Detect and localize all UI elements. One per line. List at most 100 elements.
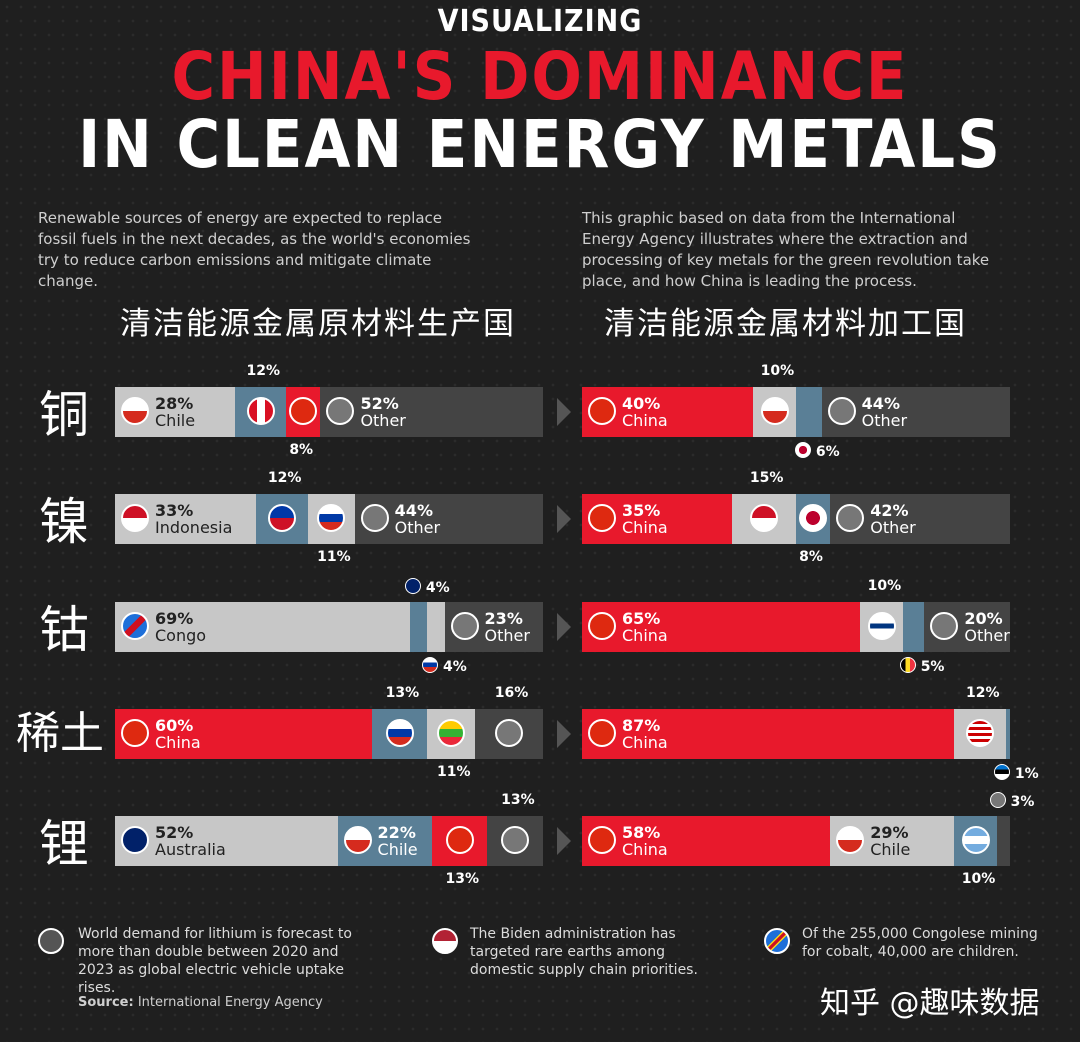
value-text: 10%	[760, 363, 795, 379]
chile-flag	[836, 826, 865, 854]
footer-note-rare-earths: The Biden administration has targeted ra…	[470, 926, 698, 978]
segment-label: 22% Chile	[378, 824, 418, 858]
intro-right: This graphic based on data from the Inte…	[582, 209, 990, 290]
segment-value: 22%	[377, 823, 416, 842]
row-arrow-icon	[557, 398, 571, 426]
footer-note-lithium: World demand for lithium is forecast to …	[78, 926, 352, 996]
stacked-bar: 52% Australia 22% Chile	[115, 816, 543, 866]
segment-value: 69%	[155, 609, 194, 628]
stacked-bar: 33% Indonesia 44% Other	[115, 494, 543, 544]
stacked-bar: 65% China 20% Other	[582, 602, 1010, 652]
globe-icon	[836, 504, 865, 532]
segment-value-label: 4%	[404, 578, 450, 596]
segment-label: 42% Other	[870, 502, 915, 536]
segment-name: Other	[964, 626, 1010, 645]
segment-value-label: 11%	[437, 764, 471, 780]
finland-flag	[867, 612, 896, 640]
segment-label: 35% China	[622, 502, 668, 536]
value-text: 10%	[867, 578, 902, 594]
china-flag	[445, 826, 474, 854]
congo-flag-icon	[764, 928, 790, 954]
value-text: 12%	[267, 470, 302, 486]
segment-value: 44%	[394, 501, 433, 520]
row-arrow-icon	[557, 505, 571, 533]
malaysia-flag	[966, 719, 995, 747]
stacked-bar: 87% China	[582, 709, 1010, 759]
segment-label: 40% China	[622, 395, 668, 429]
segment-value: 29%	[870, 823, 909, 842]
stacked-bar: 40% China 44% Other	[582, 387, 1010, 437]
value-text: 12%	[966, 685, 1000, 701]
globe-icon	[501, 826, 530, 854]
segment-label: 65% China	[622, 610, 668, 644]
globe-icon	[827, 397, 856, 425]
title-line-3: IN CLEAN ENERGY METALS	[78, 106, 1002, 183]
segment-label: 52% Other	[360, 395, 405, 429]
chile-flag	[343, 826, 372, 854]
japan-flag	[799, 504, 828, 532]
segment-value-label: 13%	[446, 871, 480, 887]
segment-value: 52%	[360, 394, 399, 413]
segment-name: China	[155, 733, 201, 752]
segment-value-label: 15%	[750, 470, 784, 486]
source-line: Source: International Energy Agency	[78, 995, 323, 1010]
globe-icon	[989, 792, 1006, 808]
segment-name: Other	[870, 518, 916, 537]
segment-value: 20%	[964, 609, 1003, 628]
heading-left: 清洁能源金属原材料生产国	[120, 306, 516, 342]
globe-icon	[494, 719, 523, 747]
china-flag	[588, 504, 616, 532]
stacked-bar: 58% China 29% Chile	[582, 816, 1010, 866]
myanmar-flag	[436, 719, 465, 747]
value-text: 5%	[920, 659, 945, 675]
segment-value: 28%	[155, 394, 194, 413]
bar-segment	[1005, 709, 1010, 759]
segment-name: Chile	[155, 411, 196, 430]
segment-value-label: 10%	[868, 578, 902, 594]
globe-icon	[930, 612, 959, 640]
segment-value: 44%	[861, 394, 900, 413]
segment-label: 60% China	[155, 717, 201, 751]
chile-flag	[121, 397, 149, 425]
segment-name: Chile	[377, 840, 418, 859]
australia-flag	[404, 578, 421, 594]
japan-flag	[794, 442, 811, 458]
value-text: 1%	[1014, 766, 1039, 782]
segment-value-label: 12%	[268, 470, 302, 486]
russia-flag	[317, 504, 346, 532]
row-arrow-icon	[557, 613, 571, 641]
globe-icon	[326, 397, 355, 425]
bar-segment	[115, 709, 372, 759]
indonesia-flag	[121, 504, 149, 532]
value-text: 8%	[799, 549, 823, 565]
value-text: 15%	[749, 470, 784, 486]
segment-label: 20% Other	[964, 610, 1009, 644]
segment-name: Congo	[155, 626, 207, 645]
australia-flag	[121, 826, 149, 854]
bar-segment	[115, 816, 338, 866]
stacked-bar: 69% Congo 23% Other	[115, 602, 543, 652]
footer-note-cobalt: Of the 255,000 Congolese mining for coba…	[802, 926, 1038, 960]
bar-segment	[582, 709, 955, 759]
value-text: 16%	[494, 685, 529, 701]
segment-value: 65%	[622, 609, 661, 628]
segment-value-label: 10%	[761, 363, 795, 379]
watermark: 知乎 @趣味数据	[820, 986, 1040, 1021]
segment-label: 44% Other	[862, 395, 907, 429]
estonia-flag	[993, 764, 1010, 780]
segment-name: Indonesia	[155, 518, 233, 537]
chile-flag	[760, 397, 789, 425]
value-text: 13%	[385, 685, 420, 701]
segment-label: 58% China	[622, 824, 668, 858]
bar-segment	[796, 387, 822, 437]
segment-label: 33% Indonesia	[155, 502, 232, 536]
metal-label: 镍	[39, 493, 89, 551]
value-text: 8%	[289, 442, 314, 458]
segment-value: 35%	[622, 501, 661, 520]
russia-flag	[422, 657, 438, 673]
russia-flag	[385, 719, 414, 747]
row-arrow-icon	[557, 827, 571, 855]
metal-label: 钴	[39, 601, 89, 659]
segment-value-label: 6%	[794, 442, 840, 460]
segment-name: China	[622, 626, 668, 645]
